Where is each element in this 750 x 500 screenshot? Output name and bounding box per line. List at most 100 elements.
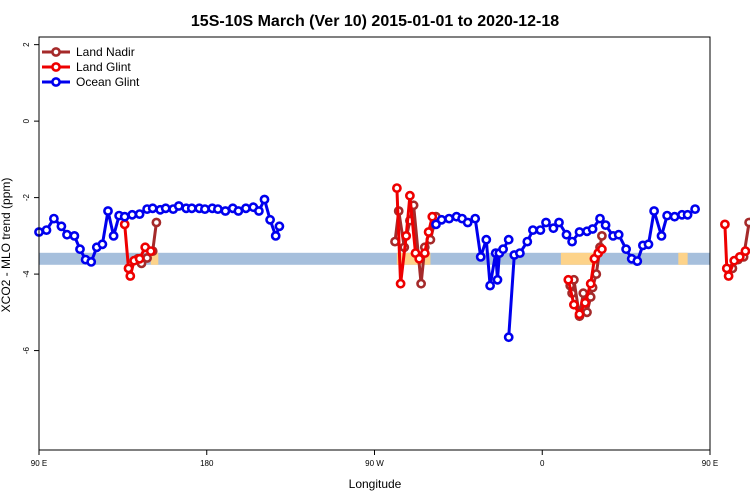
x-tick-label-0: 90 E bbox=[31, 459, 47, 468]
ocean-glint-point-0-18 bbox=[147, 203, 158, 214]
ocean-glint-point-2-5 bbox=[535, 225, 546, 235]
series-land-glint bbox=[119, 183, 750, 320]
ocean-glint-point-0-35 bbox=[259, 194, 270, 205]
ocean-glint-point-0-12 bbox=[108, 230, 119, 241]
legend-swatch-marker-land-nadir bbox=[51, 47, 61, 57]
ocean-glint-point-0-32 bbox=[240, 203, 251, 214]
ocean-glint-point-2-10 bbox=[567, 236, 577, 247]
y-tick-label-1: 0 bbox=[22, 118, 31, 123]
ocean-glint-point-0-3 bbox=[56, 221, 67, 232]
land-glint-point-1-6 bbox=[419, 248, 430, 258]
ocean-glint-point-2-2 bbox=[515, 248, 525, 258]
ocean-glint-point-2-29 bbox=[690, 204, 700, 214]
land-glint-point-1-5 bbox=[414, 253, 425, 264]
legend-swatch-marker-land-glint bbox=[51, 62, 61, 72]
bands-layer bbox=[39, 252, 710, 265]
land-glint-point-3-0 bbox=[720, 219, 730, 230]
ocean-glint-point-1-5 bbox=[462, 217, 473, 228]
legend-item-land-nadir: Land Nadir bbox=[42, 45, 135, 59]
ocean-glint-point-1-7 bbox=[475, 251, 486, 262]
land-nadir-point-3-3 bbox=[744, 217, 750, 228]
plot-frame bbox=[38, 36, 711, 451]
ocean-glint-point-2-22 bbox=[643, 239, 654, 250]
land-glint-point-0-0 bbox=[119, 219, 130, 230]
land-glint-point-1-1 bbox=[395, 278, 406, 289]
highlight-band-3 bbox=[678, 252, 688, 265]
x-axis-label: Longitude bbox=[349, 477, 402, 491]
ocean-glint-point-0-24 bbox=[186, 203, 197, 214]
ocean-glint-point-0-20 bbox=[160, 203, 171, 214]
land-nadir-point-2-10 bbox=[597, 230, 607, 241]
ocean-glint-point-0-2 bbox=[49, 213, 59, 224]
land-glint-point-2-0 bbox=[563, 274, 574, 285]
ocean-glint-point-1-9 bbox=[485, 280, 495, 291]
land-glint-point-1-7 bbox=[423, 227, 434, 237]
legend-label-land-nadir: Land Nadir bbox=[76, 45, 135, 59]
land-glint-point-3-1 bbox=[721, 263, 732, 274]
highlight-band-0 bbox=[150, 252, 159, 265]
ocean-glint-point-2-23 bbox=[649, 206, 659, 216]
land-glint-point-2-7 bbox=[597, 244, 607, 255]
ocean-glint-point-0-8 bbox=[86, 256, 97, 267]
ocean-glint-point-2-28 bbox=[682, 209, 693, 220]
x-tick-label-1: 180 bbox=[200, 459, 214, 468]
ocean-glint-point-0-28 bbox=[212, 204, 223, 214]
ocean-glint-point-2-15 bbox=[600, 220, 611, 230]
ocean-glint-point-0-26 bbox=[199, 204, 210, 214]
legend-swatch-marker-ocean-glint bbox=[51, 77, 61, 87]
ocean-glint-point-2-17 bbox=[613, 229, 624, 240]
ocean-glint-point-2-6 bbox=[541, 217, 551, 228]
y-tick-label-2: -2 bbox=[22, 194, 31, 202]
ocean-glint-point-1-11 bbox=[492, 274, 503, 285]
ocean-glint-point-0-10 bbox=[97, 239, 108, 250]
land-nadir-point-1-5 bbox=[416, 278, 426, 289]
ocean-glint-point-2-26 bbox=[669, 211, 680, 222]
x-tick-label-3: 0 bbox=[540, 459, 545, 468]
land-glint-point-1-2 bbox=[401, 230, 412, 241]
legend-label-land-glint: Land Glint bbox=[76, 60, 131, 74]
ocean-glint-point-2-3 bbox=[522, 236, 533, 247]
reference-band bbox=[39, 252, 710, 265]
ocean-glint-point-0-38 bbox=[274, 221, 285, 232]
ocean-glint-point-2-25 bbox=[662, 210, 672, 221]
ocean-glint-point-2-11 bbox=[574, 227, 585, 237]
land-glint-point-2-2 bbox=[574, 309, 585, 320]
ocean-glint-point-0-11 bbox=[103, 206, 113, 216]
series-layer bbox=[34, 183, 750, 343]
land-nadir-point-2-5 bbox=[582, 307, 592, 318]
ocean-glint-point-0-14 bbox=[119, 211, 130, 222]
ocean-glint-point-0-1 bbox=[41, 225, 52, 235]
axes-layer: 90 E 180 90 W 0 90 E 2 0 -2 -4 -6 bbox=[22, 42, 718, 468]
ocean-glint-point-1-8 bbox=[481, 234, 492, 245]
ocean-glint-point-2-8 bbox=[554, 217, 564, 228]
series-ocean-glint bbox=[34, 194, 700, 343]
land-glint-point-3-4 bbox=[734, 251, 745, 262]
land-glint-point-1-0 bbox=[391, 183, 402, 193]
ocean-glint-point-0-36 bbox=[265, 214, 275, 225]
legend-label-ocean-glint: Ocean Glint bbox=[76, 75, 140, 89]
x-tick-label-2: 90 W bbox=[365, 459, 384, 468]
ocean-glint-point-0-4 bbox=[62, 229, 72, 240]
ocean-glint-point-0-31 bbox=[233, 206, 244, 216]
ocean-glint-point-1-6 bbox=[470, 213, 481, 224]
land-glint-point-0-4 bbox=[134, 253, 145, 264]
ocean-glint-point-0-34 bbox=[253, 206, 264, 216]
ocean-glint-point-2-24 bbox=[656, 230, 667, 241]
ocean-glint-point-2-9 bbox=[561, 229, 572, 240]
ocean-glint-point-2-13 bbox=[587, 224, 598, 234]
land-glint-point-0-2 bbox=[125, 271, 136, 281]
land-glint-point-0-6 bbox=[145, 246, 156, 256]
chart-title: 15S-10S March (Ver 10) 2015-01-01 to 202… bbox=[191, 13, 559, 30]
ocean-glint-point-0-15 bbox=[127, 209, 138, 220]
ocean-glint-point-2-4 bbox=[528, 225, 538, 235]
land-glint-point-3-2 bbox=[723, 271, 734, 281]
y-tick-label-3: -4 bbox=[22, 270, 31, 278]
land-glint-point-2-1 bbox=[569, 299, 579, 310]
land-glint-point-2-3 bbox=[580, 297, 590, 308]
ocean-glint-point-0-5 bbox=[69, 230, 80, 241]
ocean-glint-point-2-0 bbox=[503, 332, 514, 343]
land-glint-point-2-4 bbox=[585, 278, 596, 289]
ocean-glint-point-0-37 bbox=[270, 230, 281, 241]
